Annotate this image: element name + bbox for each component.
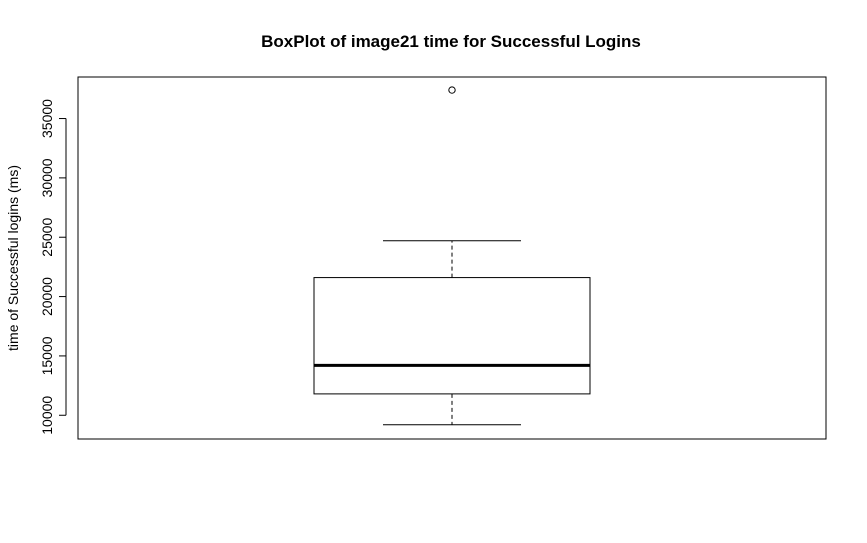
outlier-point bbox=[448, 86, 456, 94]
y-tick-label: 15000 bbox=[39, 336, 55, 375]
y-tick-label: 30000 bbox=[39, 158, 55, 197]
box-series bbox=[313, 86, 591, 426]
y-axis: 10000 15000 20000 25000 30000 35000 bbox=[39, 99, 67, 435]
y-tick-label: 10000 bbox=[39, 396, 55, 435]
plot-frame bbox=[77, 76, 827, 440]
interquartile-box bbox=[313, 277, 591, 395]
y-tick-label: 25000 bbox=[39, 218, 55, 257]
chart-title: BoxPlot of image21 time for Successful L… bbox=[261, 32, 641, 51]
y-tick-label: 35000 bbox=[39, 99, 55, 138]
y-axis-label: time of Successful logins (ms) bbox=[5, 165, 21, 351]
y-tick-label: 20000 bbox=[39, 277, 55, 316]
